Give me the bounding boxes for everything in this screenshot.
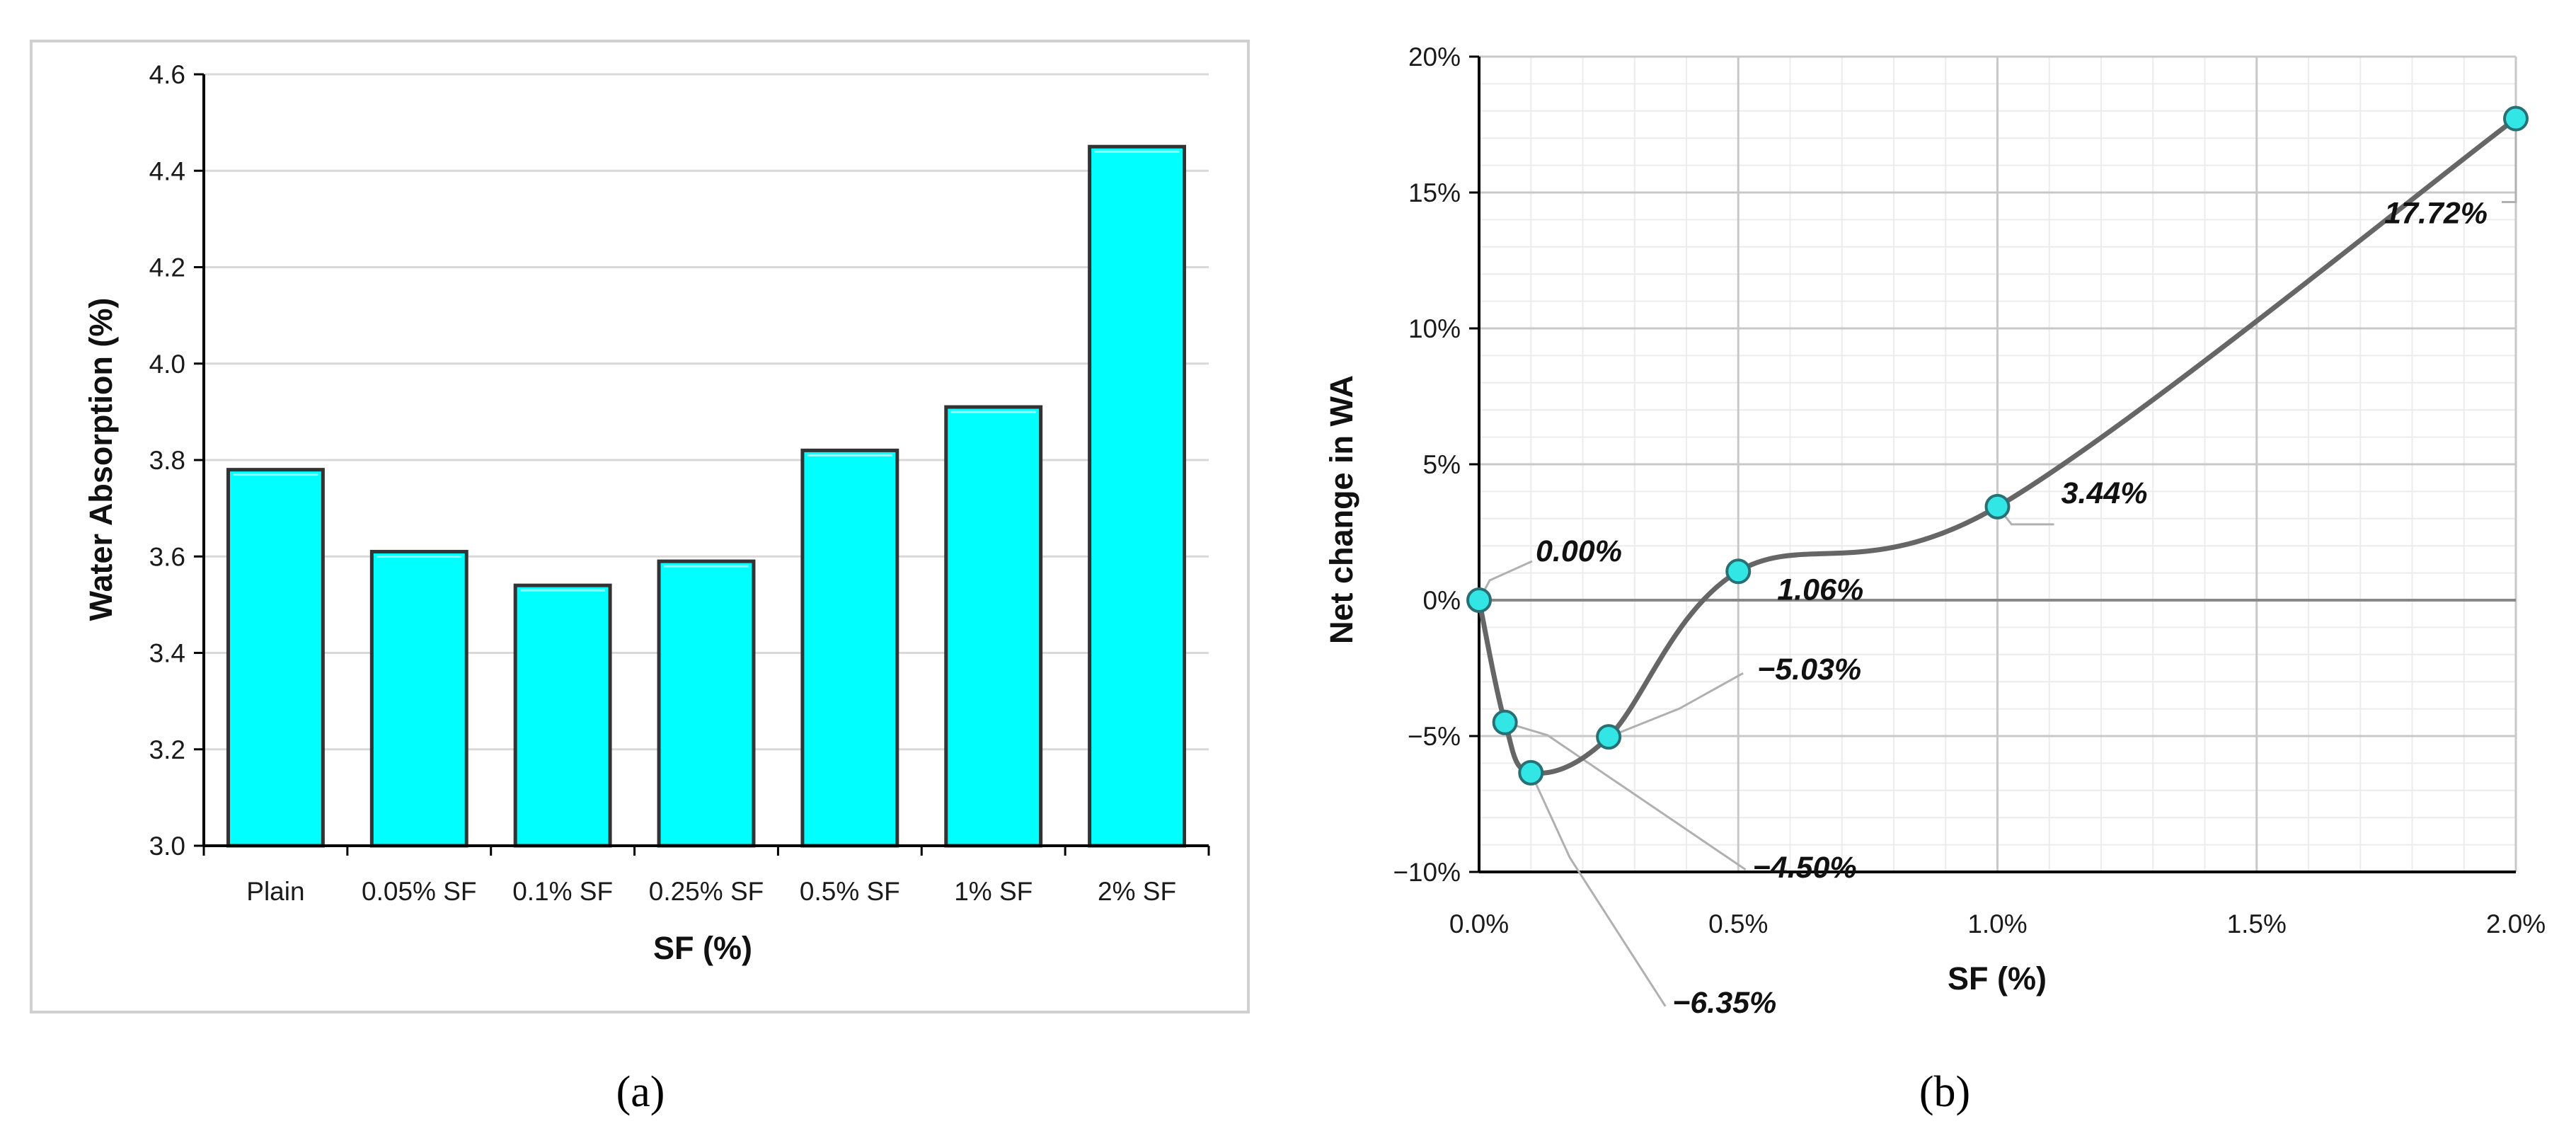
b-leader-line — [1608, 672, 1744, 738]
b-leader-line — [1505, 721, 1747, 871]
b-y-tick-label: 10% — [1408, 314, 1461, 343]
b-data-points — [1466, 105, 2529, 786]
b-y-axis-title: Net change in WA — [1323, 375, 1359, 644]
b-label-leader-lines — [1478, 118, 2517, 1007]
b-data-point — [2503, 105, 2529, 132]
a-y-tick-label: 4.0 — [149, 350, 185, 379]
a-y-tick-label: 3.8 — [149, 446, 185, 475]
a-bar — [226, 468, 325, 848]
b-axes — [1478, 57, 2516, 873]
b-data-point — [1518, 759, 1544, 786]
b-data-label: −5.03% — [1757, 653, 1861, 687]
a-x-tick-label: 2% SF — [1098, 877, 1176, 906]
b-x-tick-label: 2.0% — [2486, 909, 2546, 938]
b-data-label: −4.50% — [1753, 851, 1857, 885]
a-x-tick-label: Plain — [246, 877, 304, 906]
b-data-label: 0.00% — [1536, 534, 1622, 568]
b-data-label: −6.35% — [1672, 986, 1776, 1020]
b-data-point — [1492, 709, 1518, 735]
a-bar — [513, 583, 612, 848]
b-data-point — [1725, 558, 1752, 585]
b-x-tick-label: 1.5% — [2227, 909, 2287, 938]
b-data-labels: 0.00% −4.50% −6.35% −5.03% 1.06% 3.44% 17.72% — [1536, 197, 2488, 1020]
a-bar — [369, 549, 468, 848]
b-data-point — [1596, 724, 1622, 750]
b-data-label: 1.06% — [1777, 573, 1863, 607]
b-y-tick-label: −5% — [1408, 722, 1461, 751]
a-y-tick-label: 4.2 — [149, 253, 185, 282]
a-x-axis-title: SF (%) — [653, 930, 752, 966]
a-bar — [944, 405, 1043, 848]
a-bar — [1088, 144, 1187, 848]
b-y-tick-label: 0% — [1423, 586, 1461, 615]
b-data-point — [1984, 493, 2011, 519]
a-x-tick-label: 0.25% SF — [649, 877, 764, 906]
panel-b-label: (b) — [1919, 1068, 1970, 1116]
b-x-tick-label: 1.0% — [1967, 909, 2027, 938]
a-bar — [800, 448, 899, 848]
a-x-tick-label: 1% SF — [954, 877, 1033, 906]
a-y-tick-label: 4.6 — [149, 60, 185, 89]
bar-chart-panel: 3.0 3.2 3.4 3.6 3.8 4.0 4.2 4.4 4.6 Plain 0.05% S… — [30, 40, 1250, 1013]
b-gridlines — [1469, 55, 2517, 873]
a-y-axis-title: Water Absorption (%) — [83, 298, 119, 621]
b-x-axis-title: SF (%) — [1948, 960, 2047, 996]
a-x-tick-label: 0.05% SF — [362, 877, 476, 906]
panel-a-label: (a) — [616, 1068, 665, 1116]
a-y-tick-label: 3.6 — [149, 542, 185, 571]
b-y-tick-label: 20% — [1408, 42, 1461, 71]
b-y-tick-label: 15% — [1408, 178, 1461, 207]
a-y-tick-label: 3.2 — [149, 735, 185, 764]
b-data-label: 17.72% — [2384, 197, 2488, 231]
a-bars — [226, 144, 1187, 848]
a-y-tick-label: 4.4 — [149, 156, 185, 185]
b-series-line — [1476, 116, 2519, 776]
b-y-tick-label: 5% — [1423, 450, 1461, 479]
a-y-tick-label: 3.0 — [149, 832, 185, 861]
a-x-tick-label: 0.5% SF — [800, 877, 900, 906]
b-data-point — [1466, 587, 1492, 613]
panel-a-frame — [30, 40, 1250, 1013]
a-y-tick-labels: 3.0 3.2 3.4 3.6 3.8 4.0 4.2 4.4 4.6 — [149, 60, 185, 861]
b-data-label: 3.44% — [2062, 476, 2148, 510]
b-x-tick-label: 0.0% — [1449, 909, 1509, 938]
b-leader-line — [1529, 772, 1667, 1007]
b-y-tick-label: −10% — [1393, 858, 1461, 887]
a-bar — [657, 559, 756, 848]
b-x-tick-label: 0.5% — [1708, 909, 1768, 938]
b-x-tick-labels: 0.0% 0.5% 1.0% 1.5% 2.0% — [1449, 909, 2546, 938]
a-x-tick-label: 0.1% SF — [512, 877, 613, 906]
line-chart-panel: −10% −5% 0% 5% 10% 15% 20% 0.0% 0.5% 1.0% 1.5% 2.0… — [1323, 42, 2546, 1020]
a-axes — [202, 74, 1210, 856]
a-x-tick-labels: Plain 0.05% SF 0.1% SF 0.25% SF 0.5% SF 1% SF… — [246, 877, 1176, 906]
a-y-tick-label: 3.4 — [149, 639, 185, 668]
b-y-tick-labels: −10% −5% 0% 5% 10% 15% 20% — [1393, 42, 1461, 887]
